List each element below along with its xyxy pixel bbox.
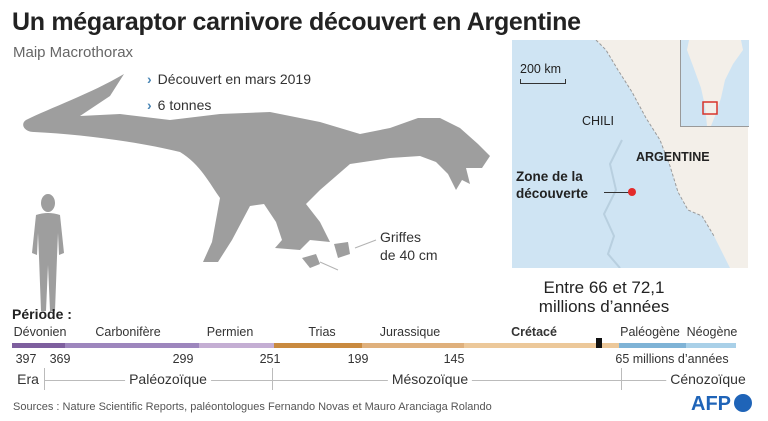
- discovery-marker: [628, 188, 636, 196]
- inset-map: [680, 40, 749, 127]
- map-label-argentina: ARGENTINE: [636, 150, 710, 164]
- period-permian: Permien: [206, 325, 254, 339]
- map-zone-line2: découverte: [516, 186, 589, 201]
- time-span-line2: millions d’années: [538, 297, 670, 316]
- period-triassic: Trias: [308, 325, 336, 339]
- time-span-label: Entre 66 et 72,1 millions d’années: [532, 278, 676, 316]
- period-carboniferous: Carbonifère: [95, 325, 161, 339]
- timeline-segment-carboniferous: [65, 343, 199, 348]
- map-zone-line1: Zone de la: [516, 169, 583, 184]
- timeline-segment-jurassic: [362, 343, 464, 348]
- era-divider: [44, 368, 45, 390]
- time-span-line1: Entre 66 et 72,1: [543, 278, 665, 297]
- fact-discovery-text: Découvert en mars 2019: [157, 71, 311, 87]
- timeline-segment-triassic: [274, 343, 362, 348]
- claw-annotation-line1: Griffes: [380, 229, 421, 245]
- timeline-segment-paleogene: [619, 343, 686, 348]
- tick-397: 397: [15, 352, 37, 366]
- location-map: 200 km CHILI ARGENTINE Zone de la découv…: [512, 40, 748, 268]
- map-scale: 200 km: [520, 62, 561, 76]
- map-zone-label: Zone de la découverte: [516, 168, 588, 202]
- tick-145: 145: [443, 352, 465, 366]
- afp-logo: AFP: [691, 393, 731, 415]
- sources-note: Sources : Nature Scientific Reports, pal…: [13, 401, 492, 413]
- period-neogene: Néogène: [686, 325, 738, 339]
- era-label: Era: [13, 371, 43, 387]
- era-divider: [272, 368, 273, 390]
- chevron-right-icon: ›: [147, 97, 152, 113]
- era-divider: [621, 368, 622, 390]
- era-paleozoic: Paléozoïque: [125, 371, 211, 387]
- fact-discovery: › Découvert en mars 2019: [147, 71, 311, 87]
- map-label-chile: CHILI: [582, 114, 614, 128]
- tick-251: 251: [259, 352, 281, 366]
- claw-annotation-line2: de 40 cm: [380, 247, 438, 263]
- timeline-segment-devonian: [12, 343, 65, 348]
- tick-369: 369: [49, 352, 71, 366]
- timeline-bar: [12, 343, 736, 348]
- tick-299: 299: [172, 352, 194, 366]
- timeline-segment-cretaceous: [464, 343, 619, 348]
- period-cretaceous: Crétacé: [511, 325, 557, 339]
- period-devonian: Dévonien: [13, 325, 67, 339]
- timeline-segment-neogene: [686, 343, 736, 348]
- era-mesozoic: Mésozoïque: [387, 371, 473, 387]
- afp-logo-icon: [734, 394, 752, 412]
- fact-weight-text: 6 tonnes: [157, 97, 212, 113]
- map-zone-leader: [604, 192, 630, 193]
- discovery-time-marker: [596, 338, 602, 348]
- human-silhouette: [32, 194, 64, 311]
- fact-weight: › 6 tonnes: [147, 97, 211, 113]
- megaraptor-silhouette: [23, 74, 491, 271]
- period-heading: Période :: [12, 306, 72, 322]
- tick-65: 65 millions d’années: [615, 352, 729, 366]
- period-paleogene: Paléogène: [620, 325, 680, 339]
- map-scale-bar: [520, 79, 566, 84]
- inset-map-land: [687, 40, 743, 126]
- period-jurassic: Jurassique: [379, 325, 441, 339]
- timeline-segment-permian: [199, 343, 274, 348]
- claw-annotation: Griffes de 40 cm: [380, 228, 438, 264]
- subtitle: Maip Macrothorax: [13, 44, 134, 61]
- era-cenozoic: Cénozoïque: [666, 371, 750, 387]
- tick-199: 199: [347, 352, 369, 366]
- page-title: Un mégaraptor carnivore découvert en Arg…: [12, 8, 581, 36]
- chevron-right-icon: ›: [147, 71, 152, 87]
